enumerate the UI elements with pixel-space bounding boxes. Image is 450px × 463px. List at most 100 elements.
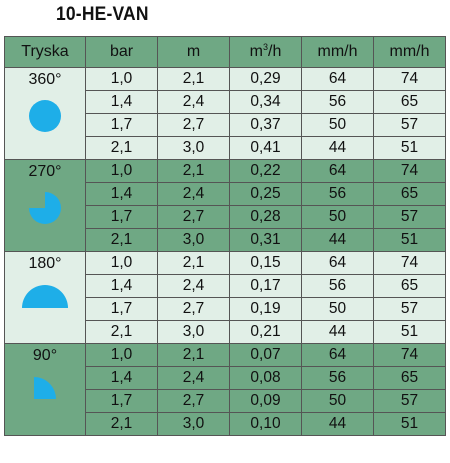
cell-flow: 0,21: [229, 320, 302, 344]
cell-precip-square: 50: [301, 205, 374, 229]
cell-radius: 2,4: [157, 90, 230, 114]
cell-precip-square: 56: [301, 366, 374, 390]
header-precip-square: mm/h: [301, 36, 374, 68]
nozzle-arc-label: 270°: [28, 163, 62, 180]
table-row: 1,4 2,4 0,25 56 65: [5, 182, 446, 206]
cell-pressure: 1,7: [85, 113, 158, 137]
table-row: 180° 1,0 2,1 0,15 64 74: [4, 251, 446, 344]
cell-radius: 3,0: [157, 228, 230, 252]
cell-precip-triangle: 74: [373, 159, 446, 183]
cell-pressure: 1,0: [85, 343, 158, 367]
cell-radius: 2,1: [157, 159, 230, 183]
cell-radius: 2,7: [157, 297, 230, 321]
table-row: 2,1 3,0 0,10 44 51: [5, 412, 446, 436]
nozzle-cell: 90°: [4, 343, 86, 436]
cell-precip-triangle: 74: [373, 251, 446, 275]
cell-flow: 0,41: [229, 136, 302, 160]
three-quarter-circle-icon: [5, 191, 85, 225]
cell-radius: 2,7: [157, 205, 230, 229]
cell-precip-triangle: 57: [373, 113, 446, 137]
table-row: 1,7 2,7 0,19 50 57: [5, 297, 446, 321]
header-nozzle: Tryska: [4, 36, 86, 68]
cell-radius: 2,7: [157, 113, 230, 137]
cell-pressure: 2,1: [85, 320, 158, 344]
cell-flow: 0,37: [229, 113, 302, 137]
cell-radius: 3,0: [157, 320, 230, 344]
cell-pressure: 1,7: [85, 205, 158, 229]
cell-radius: 2,4: [157, 366, 230, 390]
quarter-circle-icon: [5, 375, 85, 401]
table-row: 360° 1,0 2,1 0,29 64 74: [4, 67, 446, 160]
header-flow: m3/h: [229, 36, 302, 68]
table-row: 2,1 3,0 0,31 44 51: [5, 228, 446, 252]
table-row: 1,7 2,7 0,09 50 57: [5, 389, 446, 413]
cell-pressure: 2,1: [85, 228, 158, 252]
cell-precip-square: 64: [301, 343, 374, 367]
cell-flow: 0,31: [229, 228, 302, 252]
cell-precip-square: 64: [301, 251, 374, 275]
cell-flow: 0,10: [229, 412, 302, 436]
cell-flow: 0,09: [229, 389, 302, 413]
cell-pressure: 1,4: [85, 274, 158, 298]
cell-precip-triangle: 74: [373, 67, 446, 91]
header-pressure: bar: [85, 36, 158, 68]
cell-flow: 0,17: [229, 274, 302, 298]
cell-radius: 2,1: [157, 343, 230, 367]
cell-flow: 0,29: [229, 67, 302, 91]
cell-flow: 0,28: [229, 205, 302, 229]
cell-precip-triangle: 74: [373, 343, 446, 367]
cell-precip-triangle: 57: [373, 205, 446, 229]
cell-flow: 0,19: [229, 297, 302, 321]
spec-table: Tryska bar m m3/h mm/h mm/h 360° 1,0 2,1 0,…: [4, 36, 446, 436]
table-row: 2,1 3,0 0,41 44 51: [5, 136, 446, 160]
cell-precip-triangle: 65: [373, 274, 446, 298]
half-circle-icon: [5, 283, 85, 309]
cell-precip-triangle: 57: [373, 297, 446, 321]
header-radius: m: [157, 36, 230, 68]
header-row: Tryska bar m m3/h mm/h mm/h: [4, 36, 446, 68]
cell-precip-triangle: 51: [373, 136, 446, 160]
cell-precip-square: 50: [301, 389, 374, 413]
cell-precip-square: 50: [301, 297, 374, 321]
table-row: 1,7 2,7 0,37 50 57: [5, 113, 446, 137]
header-flow-tail: /h: [268, 43, 282, 60]
cell-flow: 0,07: [229, 343, 302, 367]
cell-precip-triangle: 51: [373, 228, 446, 252]
cell-precip-square: 64: [301, 159, 374, 183]
header-flow-sup: 3: [262, 42, 268, 52]
table-row: 1,4 2,4 0,08 56 65: [5, 366, 446, 390]
page-title: 10-HE-VAN: [56, 4, 149, 25]
table-row: 1,7 2,7 0,28 50 57: [5, 205, 446, 229]
full-circle-icon: [5, 99, 85, 133]
cell-radius: 3,0: [157, 412, 230, 436]
table-row: 90° 1,0 2,1 0,07 64 74: [4, 343, 446, 436]
cell-radius: 2,4: [157, 182, 230, 206]
cell-flow: 0,22: [229, 159, 302, 183]
header-precip-triangle: mm/h: [373, 36, 446, 68]
cell-precip-triangle: 65: [373, 182, 446, 206]
cell-precip-square: 44: [301, 412, 374, 436]
cell-precip-square: 44: [301, 136, 374, 160]
header-flow-base: m: [249, 43, 263, 60]
nozzle-arc-label: 360°: [28, 71, 62, 88]
cell-flow: 0,25: [229, 182, 302, 206]
cell-pressure: 2,1: [85, 136, 158, 160]
cell-precip-square: 56: [301, 90, 374, 114]
cell-precip-square: 50: [301, 113, 374, 137]
cell-flow: 0,08: [229, 366, 302, 390]
cell-precip-square: 56: [301, 182, 374, 206]
cell-precip-square: 44: [301, 320, 374, 344]
nozzle-arc-label: 180°: [28, 255, 62, 272]
cell-precip-triangle: 57: [373, 389, 446, 413]
cell-radius: 2,1: [157, 67, 230, 91]
cell-radius: 3,0: [157, 136, 230, 160]
cell-precip-square: 64: [301, 67, 374, 91]
cell-flow: 0,34: [229, 90, 302, 114]
nozzle-cell: 180°: [4, 251, 86, 344]
cell-pressure: 1,4: [85, 366, 158, 390]
cell-radius: 2,1: [157, 251, 230, 275]
cell-precip-square: 56: [301, 274, 374, 298]
nozzle-cell: 270°: [4, 159, 86, 252]
cell-pressure: 1,4: [85, 182, 158, 206]
cell-pressure: 1,7: [85, 389, 158, 413]
